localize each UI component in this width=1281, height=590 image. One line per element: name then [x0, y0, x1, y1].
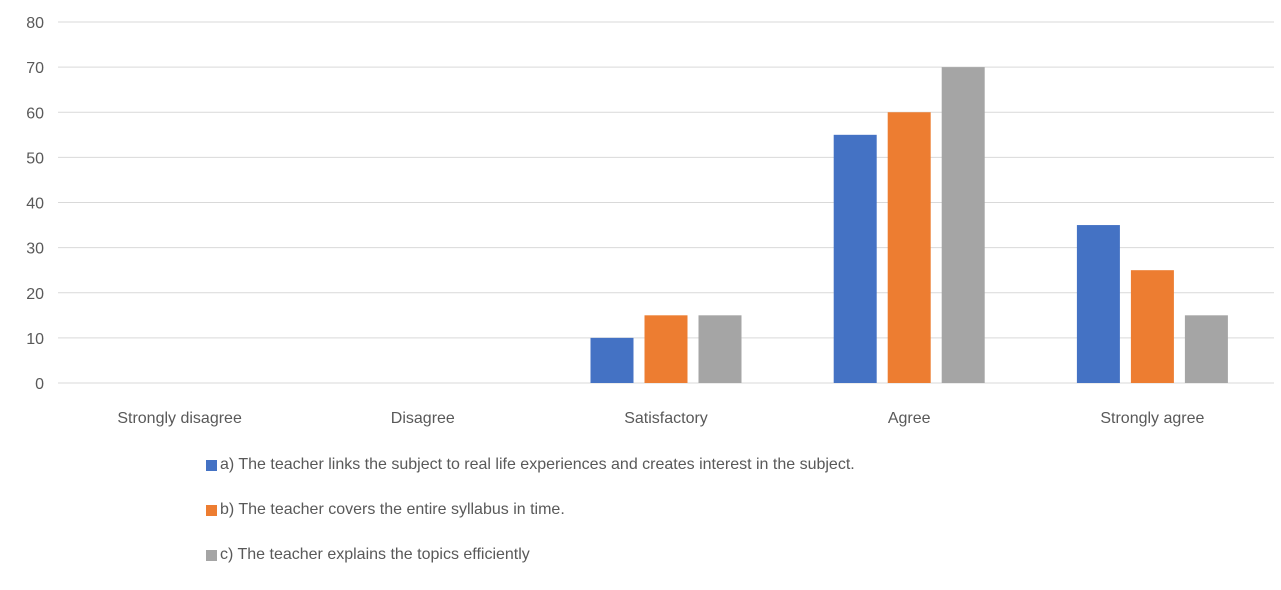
bars: [590, 67, 1228, 383]
y-axis-ticks: 0 10 20 30 40 50 60 70 80: [26, 15, 44, 393]
y-tick-label: 60: [26, 105, 44, 122]
x-tick-label: Strongly agree: [1100, 410, 1204, 427]
bar-b-3: [887, 112, 931, 383]
gridlines: [58, 21, 1274, 384]
x-tick-label: Satisfactory: [624, 410, 708, 427]
bar-c-4: [1184, 315, 1228, 383]
x-tick-label: Strongly disagree: [117, 410, 242, 427]
legend-label: b) The teacher covers the entire syllabu…: [220, 501, 565, 518]
y-tick-label: 40: [26, 196, 44, 213]
legend-swatch: [206, 505, 217, 516]
legend-label: a) The teacher links the subject to real…: [220, 456, 855, 473]
bar-b-4: [1130, 270, 1174, 383]
bar-a-3: [833, 134, 877, 383]
legend-label: c) The teacher explains the topics effic…: [220, 546, 530, 563]
bar-b-2: [644, 315, 688, 383]
y-tick-label: 10: [26, 331, 44, 348]
y-tick-label: 80: [26, 15, 44, 32]
x-tick-label: Disagree: [391, 410, 455, 427]
legend-swatch: [206, 550, 217, 561]
y-tick-label: 0: [35, 376, 44, 393]
y-tick-label: 30: [26, 241, 44, 258]
legend-swatch: [206, 460, 217, 471]
y-tick-label: 20: [26, 286, 44, 303]
bar-c-3: [941, 67, 985, 383]
bar-c-2: [698, 315, 742, 383]
x-axis-ticks: Strongly disagree Disagree Satisfactory Agr…: [117, 410, 1204, 427]
bar-a-4: [1076, 225, 1120, 383]
bar-chart: 0 10 20 30 40 50 60 70 80 Strongly disagree Disag…: [26, 15, 1274, 427]
y-tick-label: 50: [26, 150, 44, 167]
bar-a-2: [590, 337, 634, 383]
x-tick-label: Agree: [888, 410, 931, 427]
y-tick-label: 70: [26, 60, 44, 77]
